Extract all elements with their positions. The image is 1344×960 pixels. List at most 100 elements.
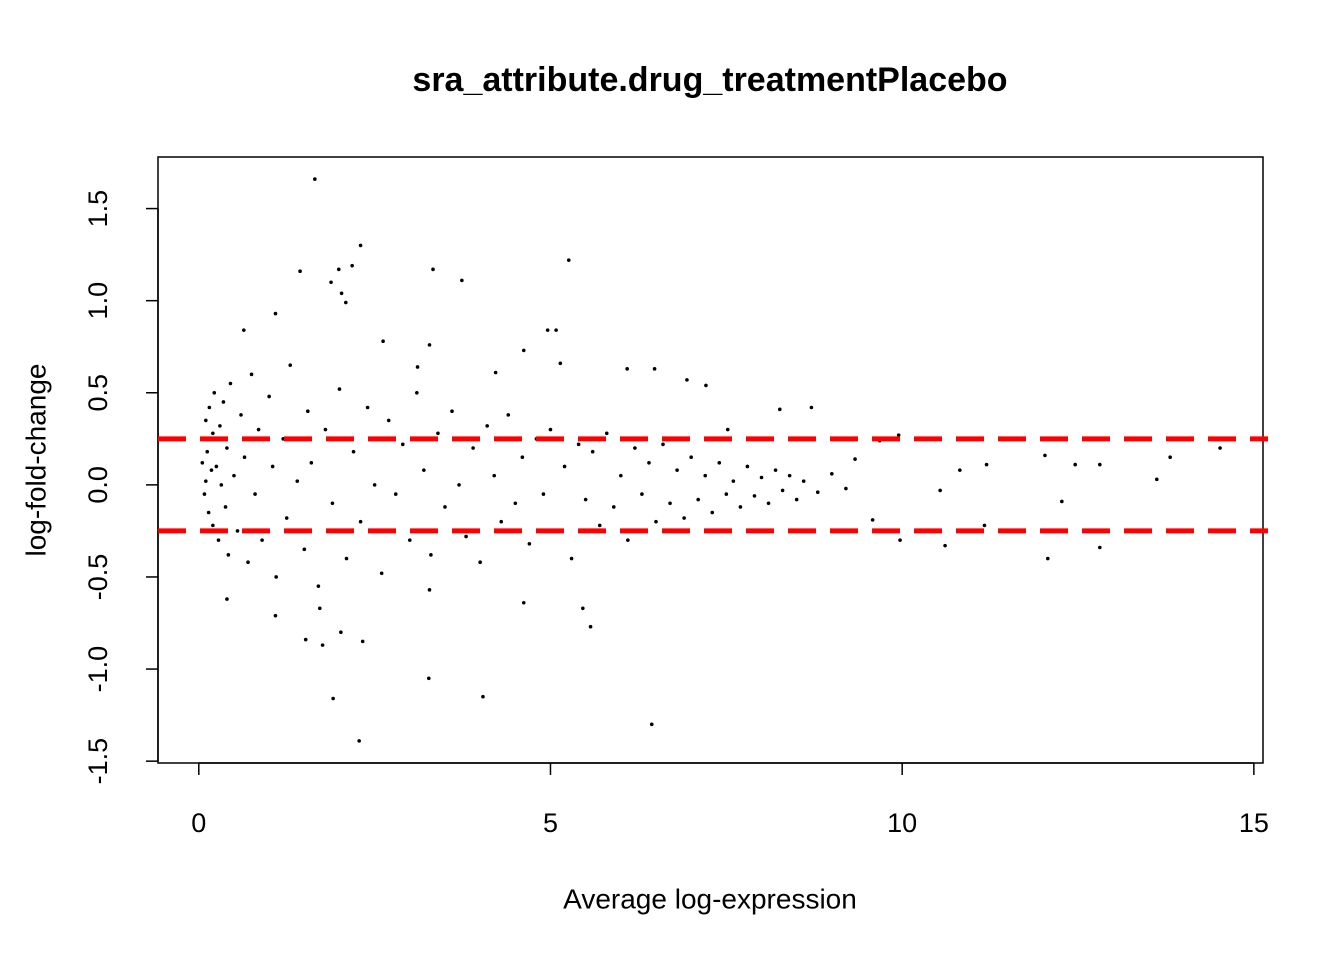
point — [541, 492, 546, 496]
point — [339, 630, 343, 635]
point — [339, 291, 344, 296]
point — [696, 497, 700, 502]
point — [415, 365, 420, 369]
point — [548, 427, 553, 432]
point — [223, 505, 228, 509]
point — [710, 510, 715, 515]
point — [640, 492, 644, 496]
point — [256, 427, 261, 432]
point — [253, 492, 257, 496]
point — [464, 534, 468, 539]
point — [1218, 446, 1222, 450]
point — [260, 538, 264, 542]
point — [745, 464, 750, 469]
point — [204, 418, 208, 423]
point — [344, 300, 348, 305]
point — [214, 464, 219, 469]
point — [288, 363, 293, 367]
point — [357, 739, 361, 743]
point — [780, 488, 785, 493]
point — [521, 348, 526, 353]
point — [226, 553, 231, 557]
point — [202, 492, 207, 496]
point — [212, 390, 217, 395]
point — [358, 243, 363, 248]
point — [228, 381, 233, 386]
y-tick-label: 0.0 — [83, 466, 113, 504]
point — [219, 483, 224, 487]
point — [249, 372, 254, 377]
point — [1098, 545, 1102, 550]
point — [675, 468, 679, 472]
point — [682, 516, 686, 520]
plot-frame — [157, 156, 1264, 764]
point — [844, 486, 848, 491]
point — [485, 424, 489, 428]
point — [242, 455, 247, 460]
point — [759, 475, 764, 480]
x-axis-label: Average log-expression — [563, 883, 857, 914]
point — [1045, 556, 1050, 561]
point — [1060, 499, 1064, 504]
point — [429, 553, 433, 557]
point — [583, 497, 588, 502]
point — [777, 407, 782, 412]
point — [481, 694, 485, 699]
x-tick-label: 15 — [1239, 808, 1269, 838]
y-tick-label: 1.5 — [83, 190, 113, 228]
point — [317, 606, 322, 611]
point — [306, 409, 310, 413]
point — [604, 431, 609, 436]
point — [204, 479, 208, 483]
point — [232, 473, 236, 478]
point — [284, 516, 289, 520]
point — [731, 479, 736, 483]
point — [649, 722, 654, 727]
y-tick-label: -0.5 — [83, 554, 113, 601]
point — [521, 600, 526, 605]
point — [958, 468, 962, 472]
point — [1154, 477, 1159, 482]
point — [562, 464, 567, 469]
point — [581, 606, 585, 611]
point — [381, 339, 385, 343]
point — [554, 328, 558, 332]
point — [752, 494, 757, 498]
point — [320, 643, 325, 647]
point — [943, 543, 947, 548]
point — [330, 501, 335, 506]
point — [331, 696, 335, 701]
point — [1168, 455, 1172, 460]
point — [1043, 453, 1047, 458]
point — [431, 267, 435, 272]
chart-title: sra_attribute.drug_treatmentPlacebo — [412, 61, 1007, 99]
point — [273, 613, 278, 618]
point — [436, 431, 440, 436]
point — [267, 394, 271, 399]
point — [426, 676, 431, 681]
point — [576, 442, 581, 447]
point — [316, 584, 321, 588]
point — [207, 405, 212, 410]
point — [478, 560, 482, 565]
point — [717, 460, 722, 465]
point — [225, 597, 229, 601]
point — [302, 547, 307, 552]
point — [794, 497, 799, 502]
point — [569, 556, 574, 561]
point — [870, 518, 875, 522]
point — [216, 538, 221, 542]
point — [471, 446, 475, 450]
point — [703, 473, 708, 478]
x-tick-label: 10 — [887, 808, 917, 838]
point — [830, 472, 834, 476]
point — [626, 538, 630, 542]
point — [652, 367, 657, 371]
point — [393, 492, 398, 496]
y-tick-label: 0.5 — [83, 374, 113, 412]
point — [329, 280, 333, 285]
point — [801, 479, 806, 483]
point — [513, 501, 518, 506]
point — [685, 378, 689, 382]
